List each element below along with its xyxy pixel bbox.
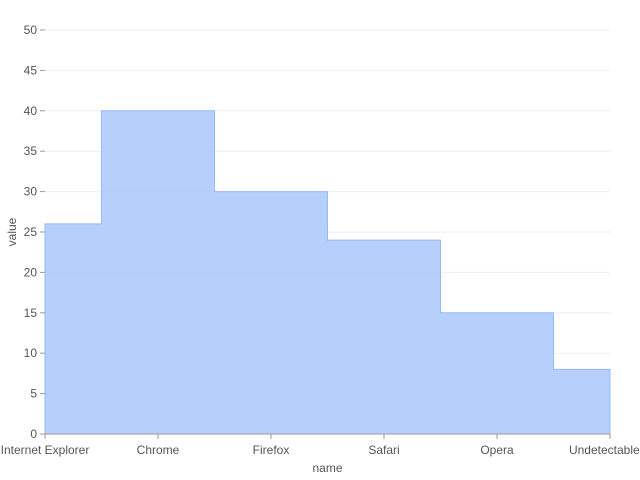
x-tick-label: Opera	[480, 443, 514, 457]
x-tick-label: Safari	[368, 443, 399, 457]
y-tick-label: 50	[24, 23, 38, 37]
y-tick-label: 0	[30, 427, 37, 441]
x-tick-label: Chrome	[137, 443, 180, 457]
y-tick-label: 30	[24, 185, 38, 199]
y-tick-label: 10	[24, 346, 38, 360]
y-axis-title: value	[5, 217, 19, 246]
y-tick-label: 35	[24, 144, 38, 158]
area-series-path	[44, 110, 611, 435]
y-tick-label: 40	[24, 104, 38, 118]
x-tick-label: Undetectable	[569, 443, 640, 457]
tick-labels: 0 5 10 15 20 25 30 35 40 45 50 Internet Explorer Chr…	[1, 23, 640, 457]
area-series	[44, 110, 611, 435]
x-axis-title: name	[312, 461, 342, 475]
y-tick-label: 15	[24, 306, 38, 320]
y-tick-label: 25	[24, 225, 38, 239]
y-tick-label: 45	[24, 63, 38, 77]
axes	[40, 29, 611, 439]
x-tick-label: Internet Explorer	[1, 443, 90, 457]
y-tick-label: 5	[30, 387, 37, 401]
y-tick-label: 20	[24, 265, 38, 279]
x-tick-label: Firefox	[253, 443, 290, 457]
